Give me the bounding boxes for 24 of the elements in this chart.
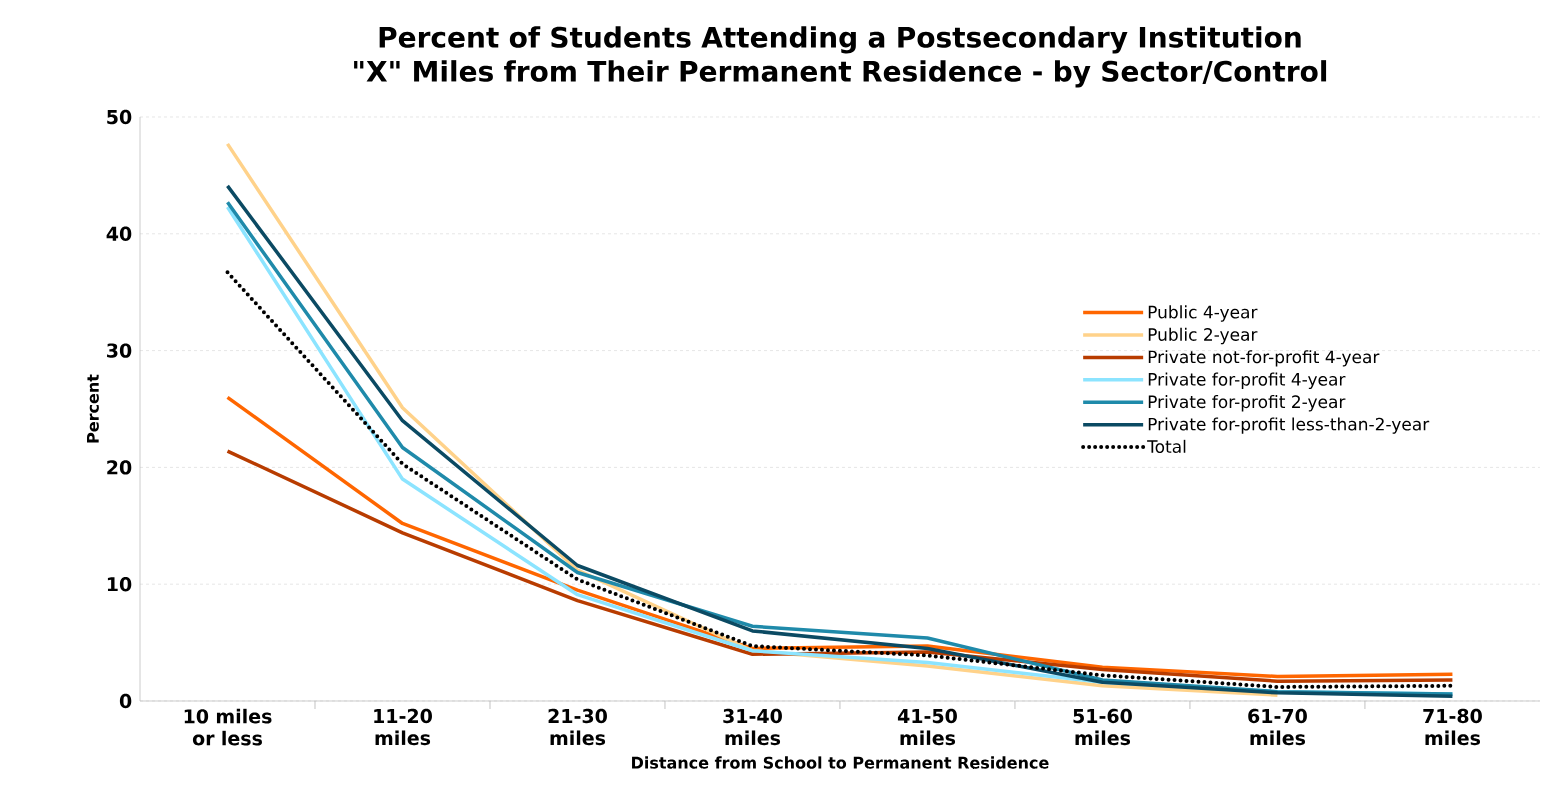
y-tick-label: 10: [107, 577, 132, 592]
legend-label: Total: [1147, 439, 1186, 453]
chart-title: Percent of Students Attending a Postsecondary Institution "X" Miles from Their Permanent Residence - by Sector/Control: [354, 26, 1327, 88]
legend-label: Private for-profit less-than-2-year: [1148, 417, 1430, 434]
legend-label: Public 4-year: [1148, 305, 1258, 322]
x-axis-title: Distance from School to Permanent Residence: [632, 756, 1049, 769]
x-tick-label: 31-40 miles: [723, 708, 782, 746]
x-tick-label: 11-20 miles: [374, 708, 432, 746]
x-tick-label: 21-30 miles: [548, 708, 607, 746]
y-tick-label: 50: [107, 109, 132, 125]
y-tick-label: 30: [107, 343, 132, 358]
x-tick-label: 71-80 miles: [1423, 708, 1482, 746]
x-tick-label: 51-60 miles: [1073, 708, 1132, 746]
y-tick-label: 0: [119, 693, 132, 709]
y-axis-title: Percent: [87, 374, 99, 443]
y-tick-label: 20: [107, 460, 132, 475]
y-tick-label: 40: [106, 226, 132, 241]
legend-label: Private not-for-profit 4-year: [1148, 350, 1380, 367]
x-tick-label: 41-50 miles: [897, 708, 957, 746]
legend-label: Private for-profit 2-year: [1148, 395, 1346, 412]
legend-label: Public 2-year: [1148, 327, 1258, 345]
legend-label: Private for-profit 4-year: [1148, 372, 1346, 390]
x-tick-label: 10 miles or less: [184, 708, 272, 746]
x-tick-label: 61-70 miles: [1248, 708, 1307, 746]
